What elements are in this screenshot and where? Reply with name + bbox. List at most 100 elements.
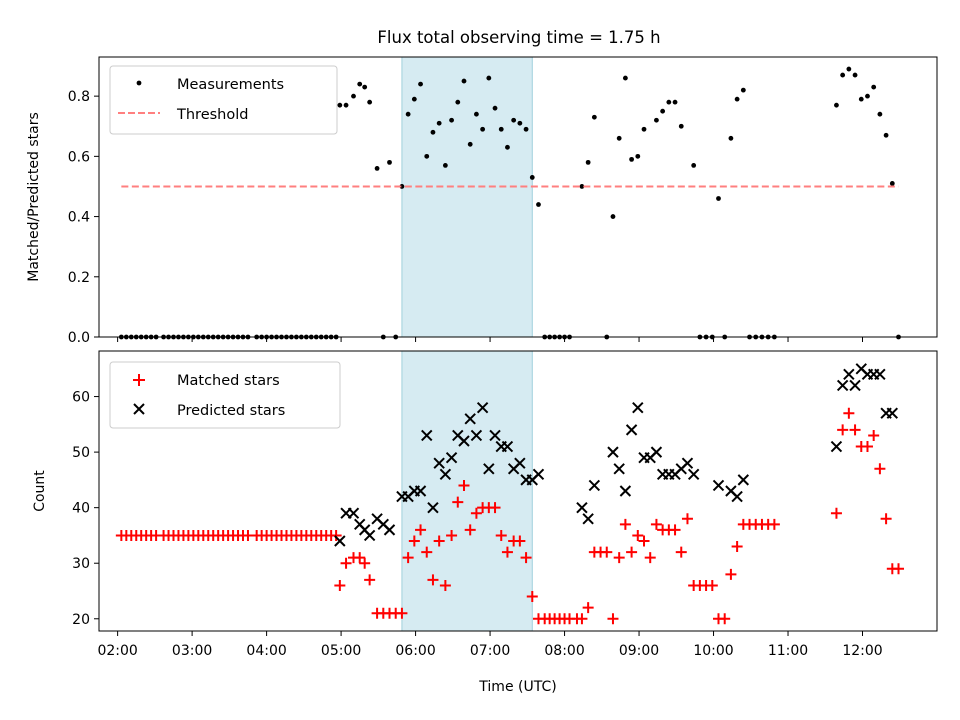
matched-star-point [340, 557, 352, 569]
measurement-point [492, 105, 498, 111]
matched-star-point [638, 535, 650, 547]
predicted-star-point [830, 440, 843, 453]
matched-star-point [874, 463, 886, 475]
matched-star-point [880, 513, 892, 525]
matched-star-point [520, 552, 532, 564]
matched-star-point [731, 541, 743, 553]
measurement-point [579, 184, 585, 189]
matched-star-point [582, 602, 594, 614]
chart-title: Flux total observing time = 1.75 h [377, 28, 660, 47]
measurement-point [411, 96, 417, 102]
predicted-star-point [347, 507, 360, 519]
y-tick-label: 0.0 [68, 330, 90, 346]
y-tick-label: 20 [72, 612, 90, 628]
predicted-star-point [576, 501, 588, 514]
predicted-star-point [582, 513, 594, 525]
matched-star-point [607, 613, 619, 625]
y-tick-label: 0.6 [68, 149, 90, 165]
measurement-point [424, 153, 430, 159]
legend-matched-marker [133, 374, 145, 386]
top-y-axis-label: Matched/Predicted stars [26, 112, 42, 282]
matched-star-point [421, 546, 433, 558]
measurement-point [486, 75, 492, 81]
measurement-point [840, 72, 846, 78]
measurement-point [622, 75, 628, 81]
measurement-point [660, 108, 666, 114]
predicted-star-point [874, 368, 886, 381]
measurement-point [367, 99, 373, 105]
matched-star-point [446, 529, 458, 541]
matched-star-point [861, 441, 873, 453]
matched-star-point [526, 591, 538, 603]
top-legend-box [109, 65, 338, 135]
predicted-star-point [737, 474, 750, 486]
measurement-point [351, 93, 356, 99]
measurement-point [641, 126, 647, 132]
measurement-point [585, 159, 591, 165]
predicted-star-point [849, 379, 861, 392]
measurement-point [877, 111, 883, 117]
measurement-point [616, 135, 622, 141]
measurement-point [474, 111, 479, 117]
predicted-star-point [445, 451, 458, 464]
top-axes-frame [98, 56, 938, 338]
measurement-point [865, 93, 870, 99]
top-panel: 0.00.20.40.60.8 Matched/Predicted stars … [26, 56, 938, 346]
top-shaded-span [401, 56, 533, 338]
matched-star-point [681, 513, 693, 525]
matched-star-point [706, 579, 718, 591]
matched-star-point [830, 507, 842, 519]
matched-star-point [334, 579, 346, 591]
bottom-series [115, 363, 905, 625]
matched-star-point [427, 574, 439, 586]
measurement-point [834, 102, 839, 108]
measurement-point [523, 126, 529, 132]
measurement-point [734, 96, 740, 102]
measurement-point [505, 144, 510, 150]
measurement-point [357, 81, 363, 87]
matched-star-point [768, 518, 780, 530]
predicted-star-point [836, 379, 849, 392]
predicted-star-point [414, 485, 427, 497]
matched-star-point [601, 546, 613, 558]
predicted-star-point [514, 457, 526, 469]
measurement-point [461, 78, 467, 84]
bottom-x-axis-label: Time (UTC) [478, 679, 556, 695]
measurement-point [418, 81, 423, 87]
measurement-point [436, 120, 442, 126]
measurement-point [374, 165, 380, 171]
predicted-star-point [588, 479, 601, 492]
x-tick-label: 03:00 [172, 643, 212, 659]
predicted-star-point [650, 446, 663, 458]
predicted-star-point [421, 429, 433, 442]
y-tick-label: 0.4 [68, 210, 90, 226]
matched-star-point [514, 535, 526, 547]
measurement-point [610, 214, 616, 219]
matched-star-point [495, 529, 507, 541]
matched-star-point [364, 574, 376, 586]
x-tick-label: 11:00 [768, 643, 808, 659]
bottom-shaded-span [401, 350, 533, 632]
bottom-y-axis-label: Count [32, 470, 48, 512]
measurement-point [672, 99, 678, 105]
y-tick-label: 50 [72, 445, 90, 461]
predicted-star-point [712, 479, 725, 492]
predicted-star-point [619, 485, 632, 497]
y-tick-label: 0.8 [68, 89, 90, 105]
legend-measurements-marker [136, 80, 142, 86]
x-tick-label: 02:00 [97, 643, 137, 659]
predicted-star-point [489, 429, 501, 442]
x-tick-label: 05:00 [321, 643, 361, 659]
y-tick-label: 40 [72, 501, 90, 517]
bottom-axis-ticks: 02:00 03:00 04:00 05:00 06:00 07:00 08:00 09:00… [72, 390, 883, 659]
matched-star-point [396, 607, 408, 619]
x-tick-label: 10:00 [693, 643, 733, 659]
measurement-point [716, 196, 721, 201]
predicted-star-point [334, 535, 346, 547]
top-legend: Measurements Threshold [109, 65, 338, 135]
top-series [118, 66, 901, 340]
legend-matched-label: Matched stars [177, 373, 280, 389]
matched-star-point [619, 518, 631, 530]
matched-star-point [464, 524, 476, 536]
